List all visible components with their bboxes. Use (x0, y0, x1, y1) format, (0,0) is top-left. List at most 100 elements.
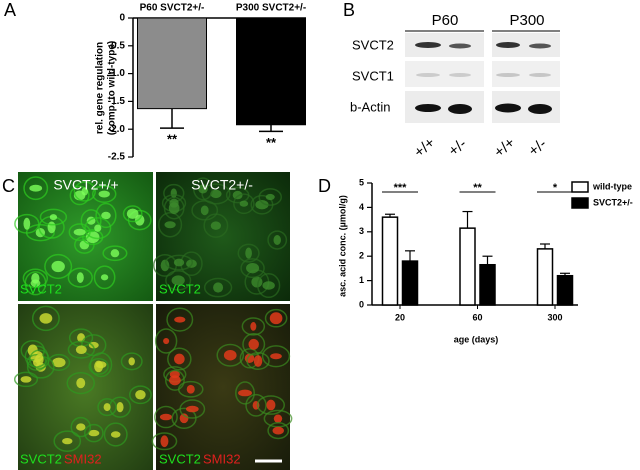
cell (84, 217, 112, 240)
blot-band (496, 73, 520, 77)
cell (258, 188, 282, 206)
cell (14, 213, 40, 234)
y-axis-label: (comp. to wild-type) (107, 41, 118, 135)
y-tick-label: 0 (359, 299, 364, 309)
cell-body (27, 344, 38, 357)
stain-label: SVCT2 (159, 451, 201, 466)
cell-body (98, 190, 110, 198)
cell-body (88, 429, 100, 437)
cell-body (75, 345, 87, 354)
cell-body (250, 322, 257, 331)
category-label: P60 SVCT2+/- (140, 3, 205, 14)
panel-label: D (318, 176, 331, 196)
cell (240, 258, 265, 279)
cell (246, 351, 270, 370)
legend-swatch (571, 197, 589, 209)
cell-body (20, 376, 32, 383)
stain-label: SVCT2 (159, 281, 201, 296)
y-tick-label: 2 (359, 251, 364, 261)
cell-body (266, 399, 276, 411)
cell (89, 352, 113, 378)
cell (241, 317, 266, 336)
blot-band (448, 104, 472, 114)
cell (13, 371, 39, 388)
cell-body (103, 403, 111, 412)
cell (235, 381, 255, 405)
cell (69, 185, 90, 206)
y-tick-label: 3 (359, 226, 364, 236)
cell-body (170, 188, 177, 198)
cell (167, 347, 192, 371)
cell (67, 267, 93, 288)
blot-band (449, 43, 471, 49)
cell-body (73, 228, 86, 236)
cell (179, 399, 206, 419)
cell-body (245, 247, 252, 259)
cell-body (262, 281, 275, 290)
cell (166, 307, 194, 332)
cell (26, 353, 47, 371)
cell (102, 245, 128, 262)
cell (91, 185, 117, 203)
cell (165, 369, 185, 391)
cell-body (51, 260, 65, 273)
blot-band (528, 104, 552, 114)
blot-column: P300 (509, 12, 544, 29)
significance: ** (266, 135, 277, 150)
cell-body (273, 235, 281, 245)
cell-body (273, 414, 283, 423)
legend-label: wild-type (592, 181, 632, 191)
cell-body (29, 184, 43, 192)
cell (97, 398, 117, 417)
y-tick-label: 5 (359, 177, 364, 187)
cell-body (272, 426, 284, 435)
y-tick-label: -2.5 (108, 152, 126, 163)
cell-body (126, 208, 139, 219)
cell (203, 277, 233, 298)
micrographs: SVCT2+/+ SVCT2+/- SVCT2 SVCT2 SVCT2 SMI3… (13, 172, 293, 470)
cell (233, 193, 255, 215)
cell (267, 421, 290, 440)
y-tick-label: -0.5 (108, 40, 126, 51)
blot-band (496, 42, 520, 48)
genotype: +/+ (411, 134, 439, 161)
cell (70, 416, 92, 438)
cell (83, 423, 104, 443)
cell (267, 230, 288, 250)
cell (151, 432, 178, 451)
micrograph (156, 304, 290, 470)
cell (154, 405, 178, 429)
blot-band (416, 73, 440, 77)
cell-body (163, 337, 170, 345)
bar (479, 263, 496, 306)
cell-body (168, 202, 180, 214)
cell-body (246, 262, 260, 274)
cell-body (76, 377, 86, 389)
cell (73, 181, 96, 202)
cell-body (81, 187, 89, 196)
cell (68, 223, 91, 242)
blot-band (495, 103, 521, 113)
x-tick-label: 60 (472, 312, 482, 322)
cell (53, 430, 82, 452)
y-tick-label: 1 (359, 275, 364, 285)
cell (31, 305, 60, 332)
cell-body (159, 413, 173, 421)
cell-body (270, 353, 282, 360)
cell-body (248, 338, 259, 350)
cell-body (239, 200, 249, 207)
cell (88, 357, 109, 375)
cell (261, 345, 291, 368)
bar (236, 17, 306, 126)
cell-body (173, 258, 185, 267)
cell-body (253, 355, 263, 367)
cell (120, 352, 143, 371)
cell (163, 196, 185, 220)
cell (245, 393, 267, 417)
blot-band (529, 73, 551, 77)
stain-label: SMI32 (64, 451, 102, 466)
cell-body (100, 274, 109, 281)
cell (66, 371, 95, 395)
blot-row: b-Actin (350, 99, 390, 114)
cell-body (35, 353, 44, 365)
